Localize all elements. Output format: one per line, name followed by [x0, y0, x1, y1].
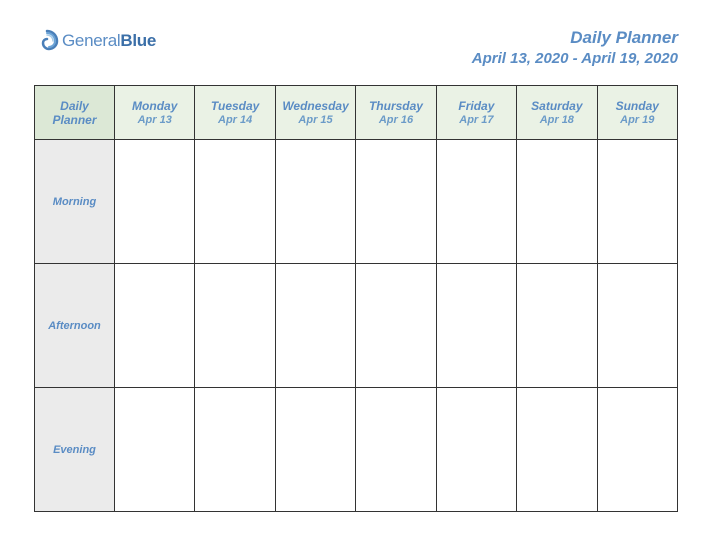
- row-evening: Evening: [35, 388, 678, 512]
- day-header-sunday: Sunday Apr 19: [597, 86, 677, 140]
- day-date: Apr 15: [280, 114, 351, 126]
- day-name: Tuesday: [199, 99, 270, 113]
- logo-text-general: General: [62, 31, 120, 50]
- cell-morning-sunday[interactable]: [597, 140, 677, 264]
- corner-cell: Daily Planner: [35, 86, 115, 140]
- cell-morning-saturday[interactable]: [517, 140, 597, 264]
- day-name: Monday: [119, 99, 190, 113]
- cell-morning-tuesday[interactable]: [195, 140, 275, 264]
- day-date: Apr 14: [199, 114, 270, 126]
- time-label-morning: Morning: [35, 140, 115, 264]
- cell-afternoon-sunday[interactable]: [597, 264, 677, 388]
- row-afternoon: Afternoon: [35, 264, 678, 388]
- cell-afternoon-saturday[interactable]: [517, 264, 597, 388]
- cell-morning-monday[interactable]: [115, 140, 195, 264]
- logo-text-blue: Blue: [120, 31, 156, 50]
- day-header-tuesday: Tuesday Apr 14: [195, 86, 275, 140]
- cell-evening-saturday[interactable]: [517, 388, 597, 512]
- day-date: Apr 13: [119, 114, 190, 126]
- cell-morning-thursday[interactable]: [356, 140, 436, 264]
- logo: GeneralBlue: [34, 28, 156, 54]
- day-name: Sunday: [602, 99, 673, 113]
- cell-evening-monday[interactable]: [115, 388, 195, 512]
- day-name: Friday: [441, 99, 512, 113]
- row-morning: Morning: [35, 140, 678, 264]
- planner-table: Daily Planner Monday Apr 13 Tuesday Apr …: [34, 85, 678, 512]
- day-header-monday: Monday Apr 13: [115, 86, 195, 140]
- day-date: Apr 17: [441, 114, 512, 126]
- logo-text: GeneralBlue: [62, 31, 156, 51]
- day-name: Thursday: [360, 99, 431, 113]
- page-title: Daily Planner: [472, 28, 678, 48]
- day-name: Saturday: [521, 99, 592, 113]
- day-name: Wednesday: [280, 99, 351, 113]
- cell-afternoon-wednesday[interactable]: [275, 264, 355, 388]
- day-header-saturday: Saturday Apr 18: [517, 86, 597, 140]
- cell-morning-friday[interactable]: [436, 140, 516, 264]
- cell-evening-friday[interactable]: [436, 388, 516, 512]
- cell-evening-sunday[interactable]: [597, 388, 677, 512]
- date-range: April 13, 2020 - April 19, 2020: [472, 50, 678, 67]
- cell-afternoon-friday[interactable]: [436, 264, 516, 388]
- day-header-friday: Friday Apr 17: [436, 86, 516, 140]
- header-row: Daily Planner Monday Apr 13 Tuesday Apr …: [35, 86, 678, 140]
- cell-afternoon-monday[interactable]: [115, 264, 195, 388]
- header: GeneralBlue Daily Planner April 13, 2020…: [34, 28, 678, 67]
- cell-evening-tuesday[interactable]: [195, 388, 275, 512]
- day-date: Apr 16: [360, 114, 431, 126]
- header-right: Daily Planner April 13, 2020 - April 19,…: [472, 28, 678, 67]
- cell-afternoon-tuesday[interactable]: [195, 264, 275, 388]
- logo-swirl-icon: [34, 28, 60, 54]
- time-label-afternoon: Afternoon: [35, 264, 115, 388]
- day-header-thursday: Thursday Apr 16: [356, 86, 436, 140]
- time-label-evening: Evening: [35, 388, 115, 512]
- day-header-wednesday: Wednesday Apr 15: [275, 86, 355, 140]
- cell-evening-wednesday[interactable]: [275, 388, 355, 512]
- cell-evening-thursday[interactable]: [356, 388, 436, 512]
- cell-morning-wednesday[interactable]: [275, 140, 355, 264]
- day-date: Apr 19: [602, 114, 673, 126]
- day-date: Apr 18: [521, 114, 592, 126]
- cell-afternoon-thursday[interactable]: [356, 264, 436, 388]
